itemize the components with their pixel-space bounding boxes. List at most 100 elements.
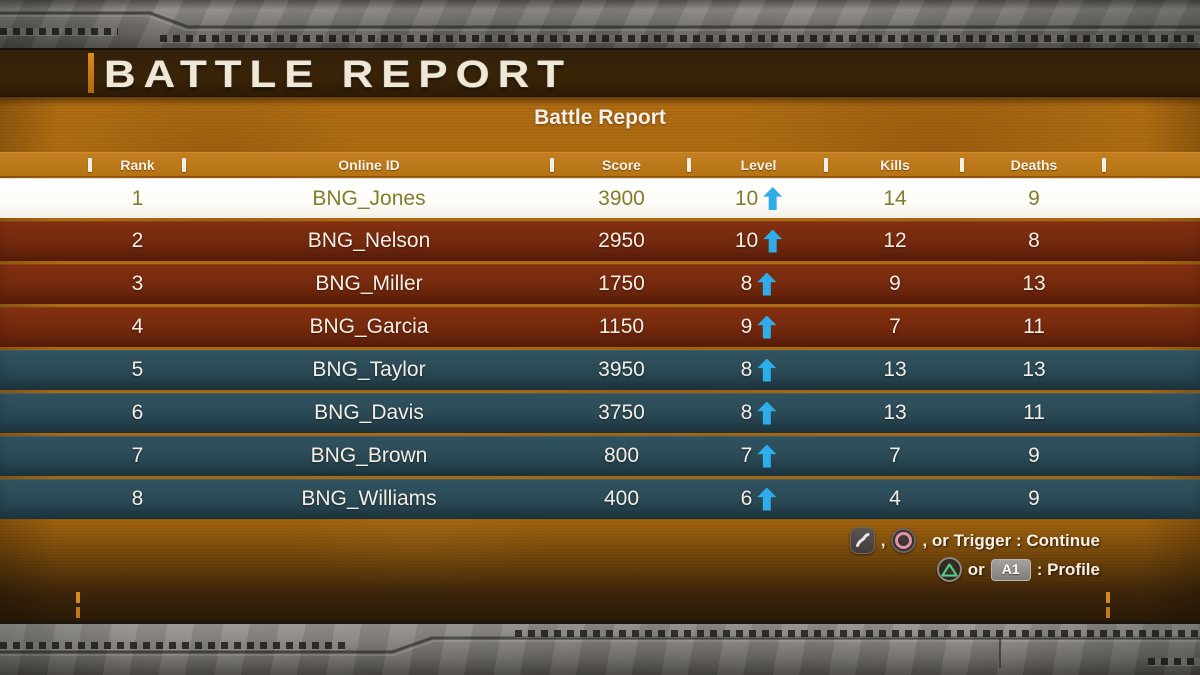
level-cell: 9 — [690, 315, 827, 339]
header-separator — [182, 158, 186, 172]
score-cell: 2950 — [598, 229, 645, 252]
teeth-strip — [0, 642, 345, 649]
table-row[interactable]: 7 BNG_Brown 800 7 7 9 — [0, 436, 1200, 476]
profile-hint[interactable]: or A1 : Profile — [936, 556, 1100, 583]
table-row[interactable]: 5 BNG_Taylor 3950 8 13 13 — [0, 350, 1200, 390]
deaths-cell: 9 — [1028, 186, 1040, 210]
header-separator — [824, 158, 828, 172]
level-cell: 8 — [690, 272, 827, 296]
kills-cell: 14 — [883, 186, 907, 210]
triangle-button-icon — [936, 557, 962, 582]
hint-comma: , — [880, 530, 886, 550]
level-value: 6 — [740, 487, 753, 510]
strip-tick-right — [1106, 592, 1110, 618]
column-header-deaths: Deaths — [1010, 156, 1058, 173]
header-separator — [1102, 158, 1106, 172]
deaths-cell: 8 — [1028, 229, 1040, 252]
table-row[interactable]: 4 BNG_Garcia 1150 9 7 11 — [0, 307, 1200, 347]
level-cell: 10 — [690, 187, 827, 211]
rank-cell: 1 — [131, 186, 144, 210]
header-separator — [550, 158, 554, 172]
kills-cell: 13 — [883, 358, 907, 381]
level-value: 7 — [740, 444, 753, 467]
metal-frame-top — [0, 0, 1200, 50]
column-header-rank: Rank — [120, 156, 155, 173]
table-row[interactable]: 3 BNG_Miller 1750 8 9 13 — [0, 264, 1200, 304]
strip-tick-left — [76, 592, 80, 618]
score-cell: 800 — [603, 444, 640, 467]
header-separator — [687, 158, 691, 172]
deaths-cell: 13 — [1022, 358, 1046, 381]
table-title: Battle Report — [534, 106, 666, 129]
rank-cell: 5 — [131, 358, 144, 381]
score-cell: 1150 — [598, 315, 645, 338]
groove-line — [0, 636, 1200, 668]
score-cell: 400 — [603, 487, 640, 510]
online-id-cell: BNG_Williams — [301, 487, 437, 510]
kills-cell: 13 — [883, 401, 907, 424]
analog-stick-icon — [849, 527, 875, 554]
kills-cell: 12 — [883, 229, 907, 252]
level-up-arrow-icon — [757, 444, 777, 468]
title-band-shadow — [0, 96, 1200, 106]
continue-hint-label: , or Trigger : Continue — [922, 530, 1100, 550]
deaths-cell: 9 — [1028, 444, 1040, 467]
score-cell: 3750 — [598, 401, 645, 424]
groove-line — [0, 11, 1200, 31]
deaths-cell: 11 — [1023, 315, 1045, 338]
teeth-strip — [0, 28, 118, 35]
level-up-arrow-icon — [763, 187, 783, 210]
teeth-strip — [515, 630, 1200, 637]
level-up-arrow-icon — [763, 229, 783, 253]
online-id-cell: BNG_Davis — [314, 401, 424, 424]
deaths-cell: 11 — [1023, 401, 1045, 424]
score-cell: 3900 — [598, 186, 645, 210]
table-row[interactable]: 8 BNG_Williams 400 6 4 9 — [0, 479, 1200, 519]
level-cell: 7 — [690, 444, 827, 468]
table-row[interactable]: 1 BNG_Jones 3900 10 14 9 — [0, 178, 1200, 218]
teeth-strip — [1148, 658, 1200, 665]
rank-cell: 8 — [131, 487, 144, 510]
score-cell: 3950 — [598, 358, 645, 381]
level-value: 8 — [740, 272, 753, 295]
circle-button-icon — [891, 528, 917, 553]
metal-frame-bottom — [0, 622, 1200, 675]
header-separator — [88, 158, 92, 172]
kills-cell: 7 — [889, 315, 901, 338]
level-cell: 8 — [690, 401, 827, 425]
score-cell: 1750 — [598, 272, 645, 295]
title-band: BATTLE REPORT — [0, 48, 1200, 97]
rank-cell: 3 — [131, 272, 144, 295]
button-hints: , , or Trigger : Continue or A1 : Profil… — [849, 527, 1100, 583]
table-row[interactable]: 6 BNG_Davis 3750 8 13 11 — [0, 393, 1200, 433]
table-row[interactable]: 2 BNG_Nelson 2950 10 12 8 — [0, 221, 1200, 261]
rank-cell: 7 — [131, 444, 144, 467]
column-header-kills: Kills — [880, 156, 910, 173]
level-cell: 10 — [690, 229, 827, 253]
level-value: 8 — [740, 401, 753, 424]
level-value: 10 — [734, 186, 759, 210]
kills-cell: 4 — [889, 487, 901, 510]
level-up-arrow-icon — [757, 272, 777, 296]
kills-cell: 7 — [889, 444, 901, 467]
online-id-cell: BNG_Garcia — [309, 315, 429, 338]
kills-cell: 9 — [889, 272, 901, 295]
online-id-cell: BNG_Nelson — [307, 229, 431, 252]
continue-hint[interactable]: , , or Trigger : Continue — [849, 527, 1100, 554]
deaths-cell: 9 — [1028, 487, 1040, 510]
level-value: 9 — [740, 315, 753, 338]
rank-cell: 2 — [131, 229, 144, 252]
deaths-cell: 13 — [1022, 272, 1046, 295]
level-value: 8 — [740, 358, 753, 381]
page-title: BATTLE REPORT — [104, 54, 572, 96]
a1-button-badge: A1 — [990, 558, 1031, 581]
hint-or: or — [967, 559, 985, 579]
online-id-cell: BNG_Brown — [310, 444, 428, 467]
profile-hint-label: : Profile — [1036, 559, 1100, 579]
level-cell: 8 — [690, 358, 827, 382]
level-up-arrow-icon — [757, 401, 777, 425]
column-header-score: Score — [602, 156, 641, 173]
table-rows: 1 BNG_Jones 3900 10 14 9 2 BNG_Nelson 2950 10 12 8 3… — [0, 178, 1200, 522]
level-cell: 6 — [690, 487, 827, 511]
